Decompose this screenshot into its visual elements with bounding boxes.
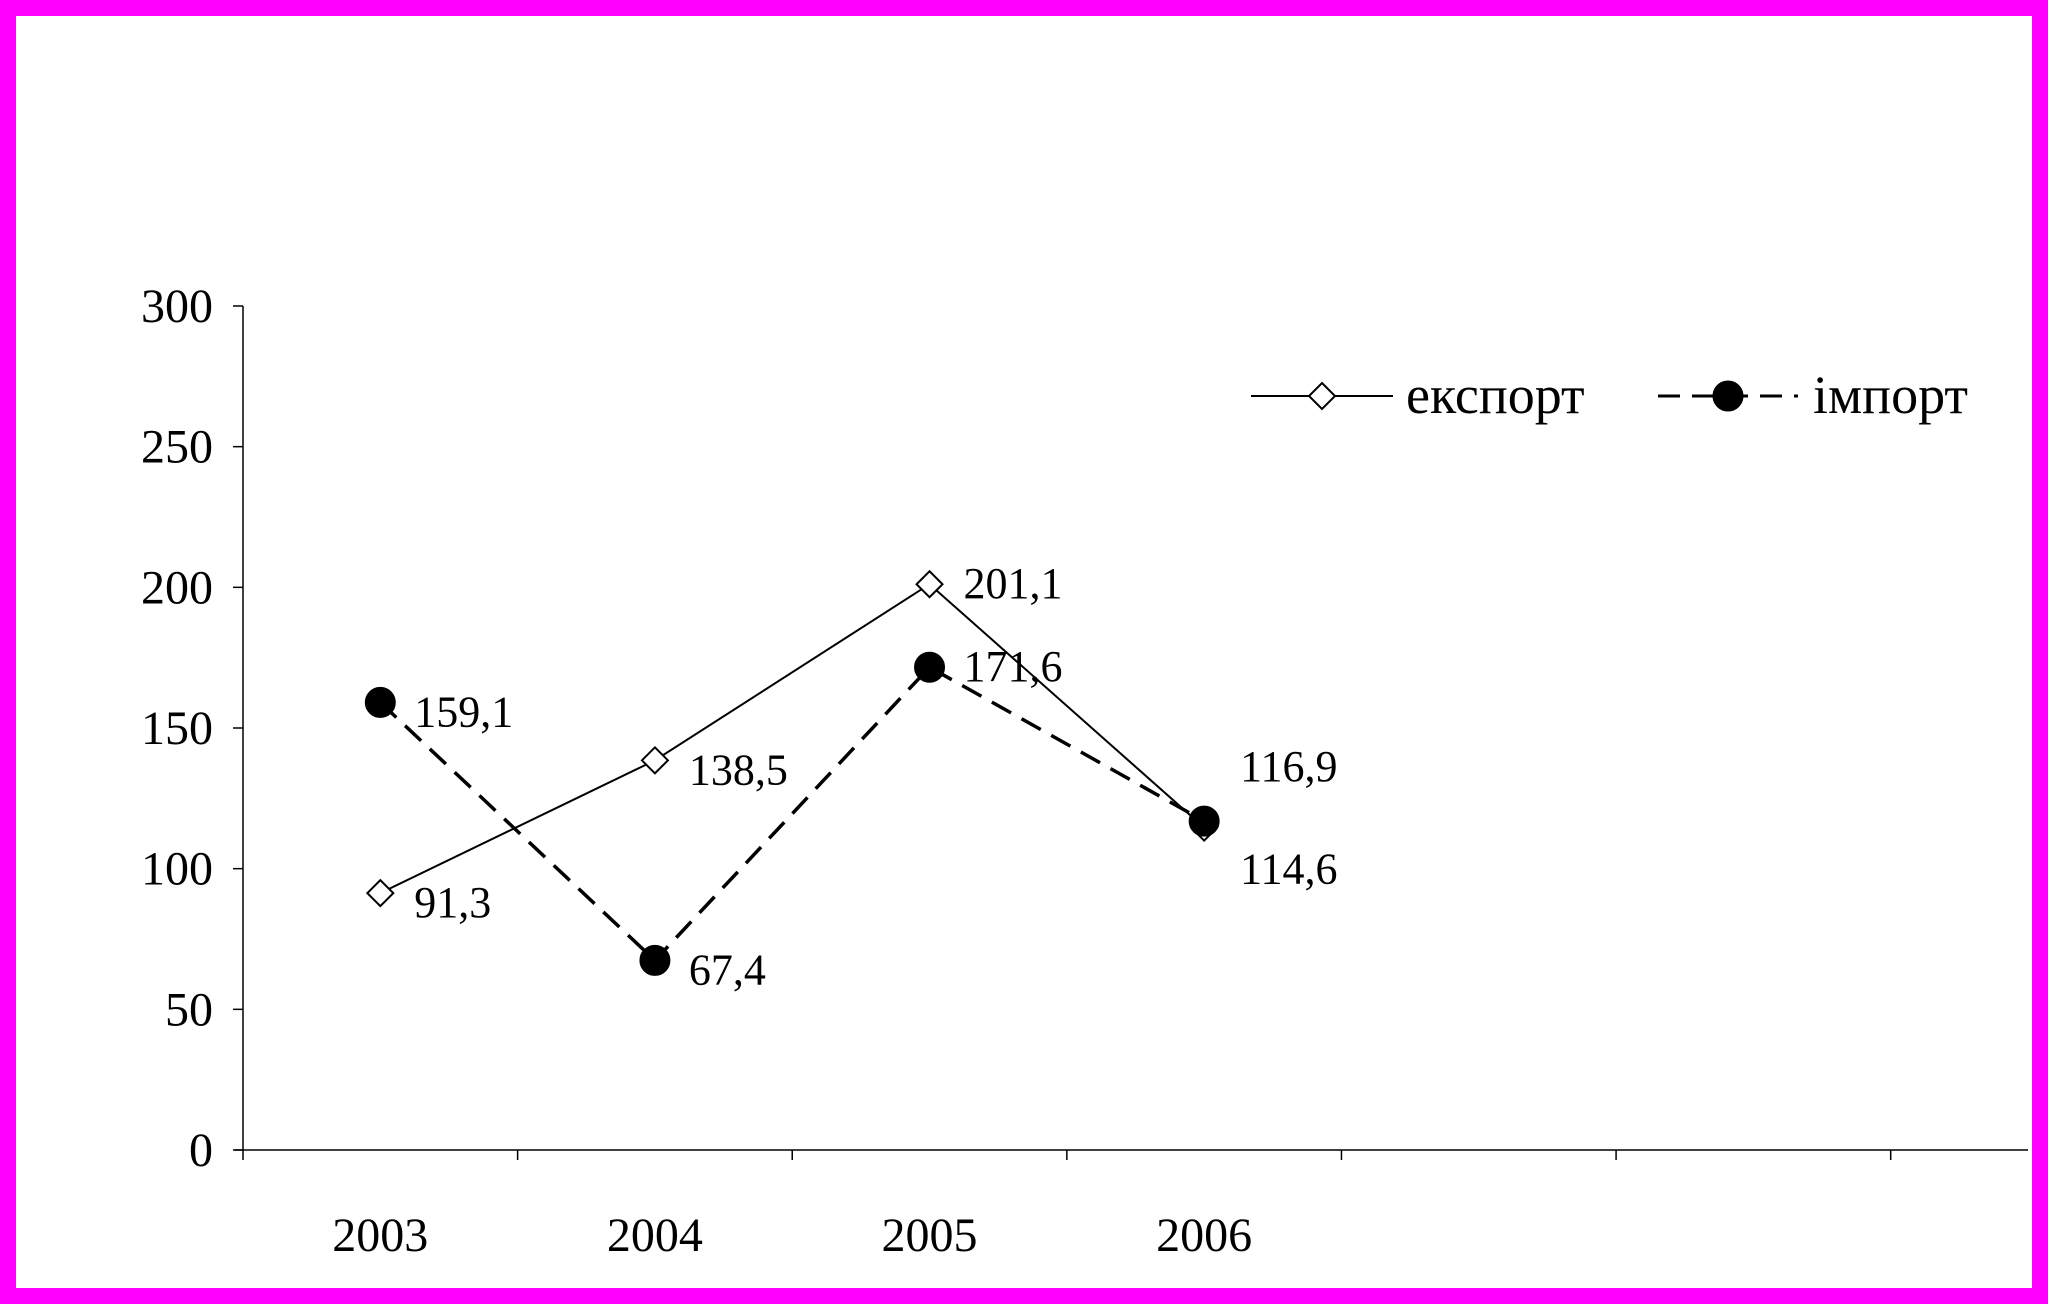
- series-line-import: [379, 665, 1206, 963]
- data-labels: 91,3 138,5 201,1 114,6 159,1 67,4 171,6 116,9: [414, 559, 1337, 994]
- chart-axes: 0 50 100 150 200 250 300 2003 2004 2005 2006: [141, 280, 2028, 1262]
- data-label: 138,5: [689, 745, 788, 794]
- data-label: 159,1: [414, 687, 513, 736]
- data-point: [365, 878, 395, 908]
- y-tick-label: 50: [165, 983, 213, 1036]
- data-label: 114,6: [1240, 845, 1337, 894]
- data-label: 171,6: [964, 642, 1063, 691]
- legend-marker: [1712, 380, 1744, 412]
- data-point: [364, 686, 396, 718]
- x-category-label: 2005: [882, 1209, 978, 1262]
- data-point: [639, 944, 671, 976]
- y-tick-label: 100: [141, 843, 213, 896]
- data-point: [1188, 805, 1220, 837]
- series-line-export: [379, 582, 1205, 895]
- y-tick-label: 250: [141, 421, 213, 474]
- x-category-label: 2003: [332, 1209, 428, 1262]
- y-tick-label: 200: [141, 561, 213, 614]
- y-tick-label: 150: [141, 702, 213, 755]
- data-point: [914, 651, 946, 683]
- legend-marker: [1307, 381, 1337, 411]
- series-markers: [364, 569, 1220, 976]
- y-tick-label: 0: [189, 1124, 213, 1177]
- data-label: 201,1: [964, 559, 1063, 608]
- data-label: 67,4: [689, 945, 766, 994]
- y-tick-label: 300: [141, 280, 213, 333]
- data-point: [915, 569, 944, 599]
- data-label: 91,3: [414, 878, 491, 927]
- legend: експорт імпорт: [1251, 365, 1968, 425]
- x-category-label: 2004: [607, 1209, 703, 1262]
- legend-label-import: імпорт: [1813, 365, 1968, 425]
- data-point: [640, 745, 670, 775]
- data-label: 116,9: [1240, 742, 1337, 791]
- x-category-label: 2006: [1156, 1209, 1252, 1262]
- series-lines: [379, 582, 1206, 963]
- legend-label-export: експорт: [1406, 365, 1585, 425]
